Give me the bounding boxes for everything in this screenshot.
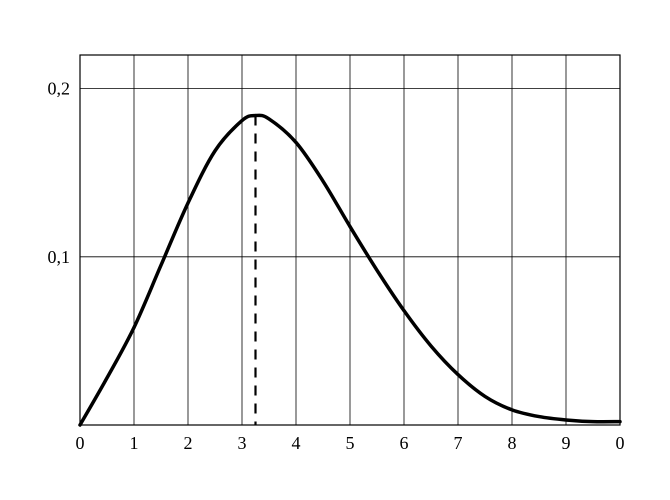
x-tick-label: 0: [616, 433, 625, 453]
x-tick-label: 4: [292, 433, 301, 453]
y-tick-label: 0,1: [48, 247, 71, 267]
x-tick-label: 8: [508, 433, 517, 453]
x-tick-label: 3: [238, 433, 247, 453]
x-tick-label: 0: [76, 433, 85, 453]
x-tick-label: 5: [346, 433, 355, 453]
x-tick-label: 2: [184, 433, 193, 453]
x-tick-label: 6: [400, 433, 409, 453]
y-tick-label: 0,2: [48, 79, 71, 99]
x-tick-label: 1: [130, 433, 139, 453]
chart-container: 0 1 2 3 4 5 6 7 8 9 0 0,1 0,2: [0, 0, 670, 500]
chart-svg: 0 1 2 3 4 5 6 7 8 9 0 0,1 0,2: [0, 0, 670, 500]
x-tick-label: 9: [562, 433, 571, 453]
x-tick-label: 7: [454, 433, 463, 453]
